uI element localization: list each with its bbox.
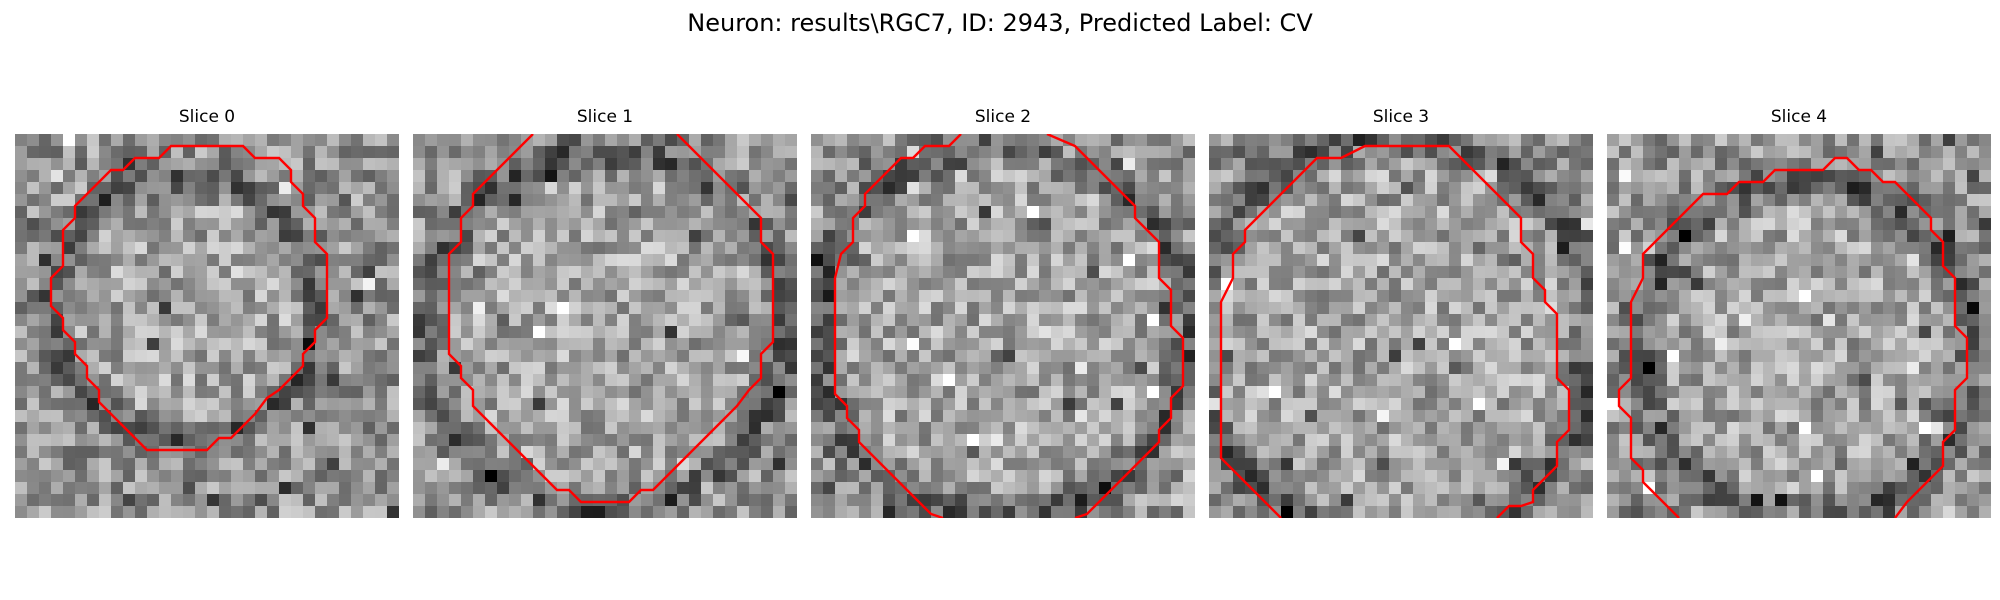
cell-contour-overlay [1219, 144, 1571, 518]
slice-pixels [15, 134, 399, 518]
slice-pixels [1209, 134, 1593, 518]
cell-contour [49, 144, 329, 452]
slice-pixels [1607, 134, 1991, 518]
figure-title: Neuron: results\RGC7, ID: 2943, Predicte… [687, 9, 1313, 37]
slice-image [811, 134, 1195, 518]
cell-contour [1219, 144, 1571, 518]
cell-contour [447, 134, 775, 504]
slice-image [1607, 134, 1991, 518]
cell-contour [1046, 134, 1185, 518]
slice-title: Slice 4 [1770, 107, 1828, 127]
slice-title: Slice 1 [576, 107, 634, 127]
cell-contour [833, 134, 962, 518]
cell-contour-overlay [49, 144, 329, 452]
slice-image [1209, 134, 1593, 518]
slice-title: Slice 0 [178, 107, 236, 127]
slice-title: Slice 2 [974, 107, 1032, 127]
slice-title: Slice 3 [1372, 107, 1430, 127]
cell-contour-overlay [447, 134, 775, 504]
slice-image [15, 134, 399, 518]
slice-pixels [811, 134, 1195, 518]
slice-image [413, 134, 797, 518]
cell-contour-overlay [1617, 156, 1969, 518]
cell-contour-overlay [833, 134, 1185, 518]
cell-contour [1617, 156, 1969, 518]
slice-pixels [413, 134, 797, 518]
